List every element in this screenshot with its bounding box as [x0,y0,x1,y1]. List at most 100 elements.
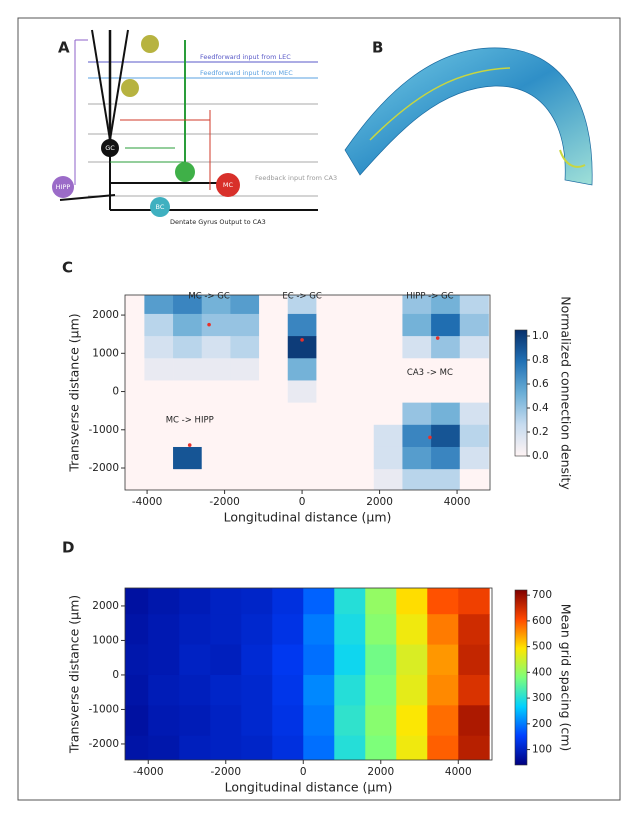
x-tick-label: 0 [300,766,307,778]
heat-cell [287,358,317,381]
heat-cell [334,705,366,737]
heat-cell [272,674,304,706]
heat-cell [201,469,231,490]
heat-cell [427,674,459,706]
heat-cell [458,614,490,645]
colorbar-tick-label: 400 [532,666,552,678]
heat-cell [287,424,317,448]
heat-cell [148,588,180,615]
heat-cell [210,614,242,645]
heat-cell [241,735,273,760]
y-tick-label: -2000 [88,738,119,750]
centroid [207,322,211,327]
centroid [435,336,440,340]
heat-cell [125,674,149,706]
heat-cell [303,674,335,706]
heat-cell [173,380,203,404]
heat-cell [373,295,403,315]
heat-cell [431,358,461,381]
heat-cell [259,313,289,337]
y-axis-label: Transverse distance (μm) [67,595,82,754]
heat-cell [287,446,317,470]
heat-cell [125,358,145,381]
y-tick-label: 0 [112,669,119,681]
heat-cell [179,674,211,706]
heat-cell [431,424,461,448]
heat-cell [144,402,174,426]
heat-cell [402,446,432,470]
heat-cell [230,336,260,359]
heat-cell [179,644,211,676]
input-label: Feedforward input from MEC [200,69,293,77]
annotation: MC -> GC [188,291,229,301]
heat-cell [345,295,375,315]
panel-b: B [344,39,593,186]
heat-cell [316,358,346,381]
heat-cell [287,295,317,315]
heat-cell [210,705,242,737]
heat-cell [230,380,260,404]
colorbar-tick-label: 0.4 [532,402,549,414]
input-label: Feedforward input from LEC [200,53,291,61]
heat-cell [303,705,335,737]
heat-cell [125,336,145,359]
heat-cell [365,705,397,737]
heat-cell [431,402,461,426]
heat-cell [201,336,231,359]
heat-cell [458,735,490,760]
plot-frame [124,294,491,491]
y-tick-label: 2000 [92,600,119,612]
heat-cell [201,358,231,381]
heat-cell [144,424,174,448]
heat-cell [148,705,180,737]
heat-cell [241,588,273,615]
heat-cell [148,614,180,645]
heat-cell [396,674,428,706]
heat-cell [459,358,489,381]
heat-cell [125,402,145,426]
annotation: CA3 -> MC [407,368,453,378]
heat-cell [125,644,149,676]
panel-label: C [62,259,73,277]
annotation: MC -> HIPP [166,416,214,426]
heat-cell [210,674,242,706]
heat-cell [179,588,211,615]
y-axis-label: Transverse distance (μm) [67,313,82,472]
heat-cell [125,614,149,645]
heat-cell [241,705,273,737]
x-tick-label: -4000 [132,496,163,508]
heat-cell [259,336,289,359]
heat-cell [431,380,461,404]
colorbar-tick-label: 100 [532,744,552,756]
heat-cell [396,644,428,676]
heat-cell [148,644,180,676]
heat-cell [402,424,432,448]
heat-cell [173,313,203,337]
heat-cell [303,614,335,645]
colorbar-label: Normalized connection density [559,296,574,490]
cell-label: HIPP [56,183,71,191]
y-tick-label: 0 [112,386,119,398]
colorbar-tick-label: 0.6 [532,378,549,390]
y-tick-label: 1000 [92,347,119,359]
heat-cell [316,380,346,404]
heat-cell [272,644,304,676]
heat-cell [144,358,174,381]
heat-cell [287,380,317,404]
heat-cell [287,469,317,490]
heat-cell [316,402,346,426]
heat-cell [210,735,242,760]
heat-cell [373,313,403,337]
heat-cell [179,705,211,737]
heat-cell [345,313,375,337]
heat-cell [230,313,260,337]
colorbar-tick-label: 0.8 [532,354,549,366]
heat-cell [241,644,273,676]
x-tick-label: 2000 [366,496,393,508]
heat-cell [173,469,203,490]
x-tick-label: 4000 [445,766,472,778]
heat-cell [396,735,428,760]
heat-cell [259,295,289,315]
heat-cell [173,336,203,359]
